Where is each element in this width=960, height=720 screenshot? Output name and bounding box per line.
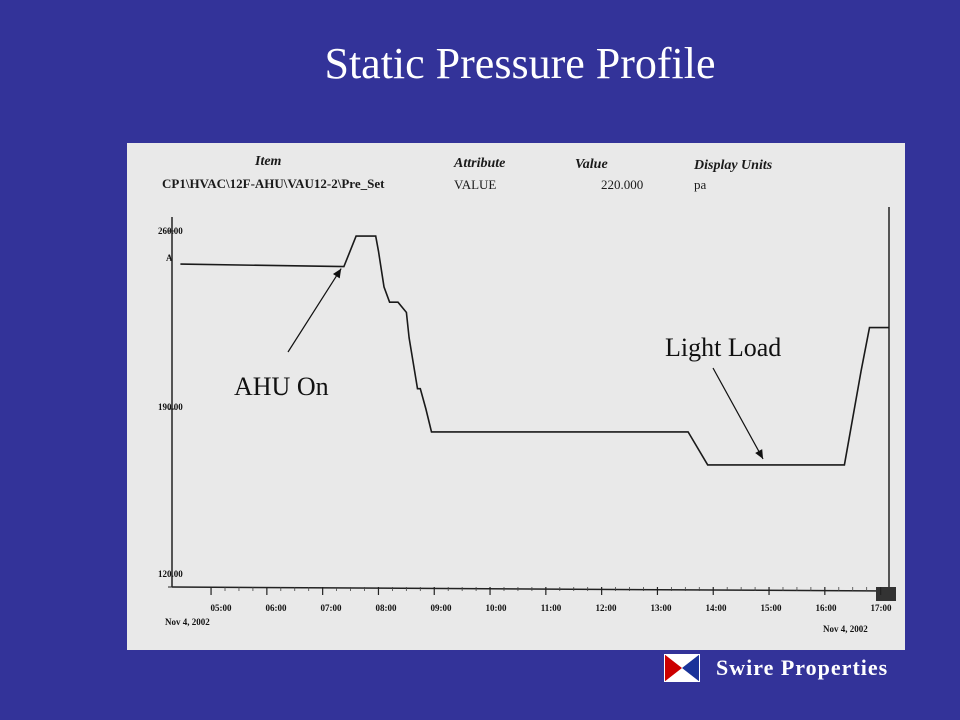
x-tick-label: 10:00 (485, 603, 507, 613)
slide-title: Static Pressure Profile (324, 39, 716, 88)
date-left: Nov 4, 2002 (165, 617, 210, 627)
units-value: pa (694, 177, 707, 192)
units-label: Display Units (694, 158, 773, 173)
attribute-value: VALUE (454, 177, 497, 192)
x-tick-label: 15:00 (760, 603, 782, 613)
item-label: Item (255, 154, 282, 169)
value-value: 220.000 (601, 177, 644, 192)
x-tick-label: 08:00 (375, 603, 397, 613)
x-tick-label: 14:00 (705, 603, 727, 613)
arrow-ahu-on (287, 268, 342, 353)
series-group (180, 235, 889, 466)
swire-flag-icon (664, 654, 700, 682)
tick-marks (168, 230, 882, 595)
logo-text: Swire Properties (716, 655, 889, 680)
date-right: Nov 4, 2002 (823, 624, 868, 634)
y-tick-label: 120.00 (158, 569, 183, 579)
annotation-light-load: Light Load (665, 333, 782, 362)
annotation-arrows (287, 268, 764, 460)
value-label: Value (575, 157, 608, 172)
x-tick-label: 07:00 (320, 603, 342, 613)
trace-label: A (166, 253, 173, 263)
x-tick-label: 17:00 (870, 603, 892, 613)
arrow-light-load (712, 367, 764, 460)
annotation-ahu-on: AHU On (234, 372, 329, 401)
x-tick-label: 09:00 (430, 603, 452, 613)
series-line (180, 235, 889, 466)
x-tick-label: 13:00 (650, 603, 672, 613)
x-tick-label: 11:00 (540, 603, 562, 613)
x-tick-label: 16:00 (815, 603, 837, 613)
item-value: CP1\HVAC\12F-AHU\VAU12-2\Pre_Set (162, 176, 385, 191)
x-axis-line (171, 586, 890, 592)
x-tick-label: 05:00 (210, 603, 232, 613)
x-tick-label: 12:00 (595, 603, 617, 613)
y-tick-label: 190.00 (158, 402, 183, 412)
attribute-label: Attribute (454, 156, 506, 171)
chart-plot (168, 207, 896, 601)
end-marker (876, 587, 896, 601)
x-tick-label: 06:00 (265, 603, 287, 613)
company-logo: Swire Properties (664, 654, 888, 682)
chart-printout: Item CP1\HVAC\12F-AHU\VAU12-2\Pre_Set At… (127, 143, 905, 650)
